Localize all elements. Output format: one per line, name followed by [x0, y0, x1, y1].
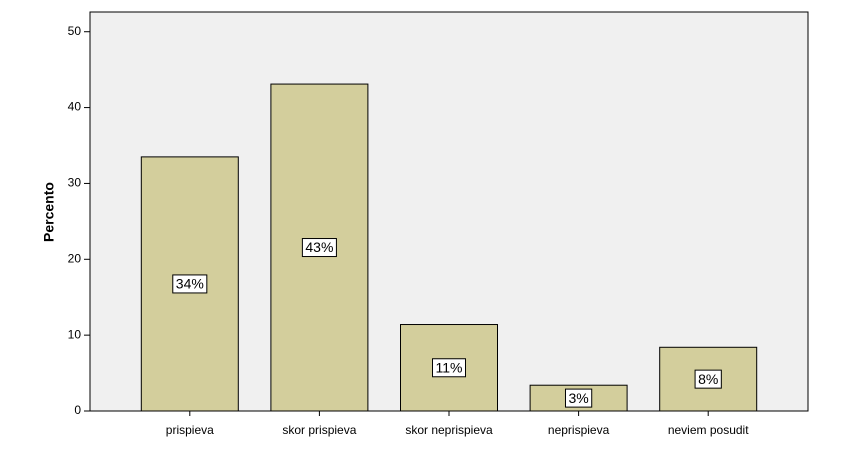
value-label: 3% — [568, 390, 588, 406]
x-tick-label: neviem posudit — [668, 423, 749, 437]
value-label: 8% — [698, 371, 718, 387]
value-label-box — [432, 358, 466, 378]
value-label-box — [694, 369, 722, 389]
y-tick-label: 50 — [68, 24, 82, 38]
y-tick-label: 20 — [68, 251, 82, 265]
value-label-box — [564, 388, 593, 408]
x-tick-label: prispieva — [166, 423, 214, 437]
x-tick-label: skor prispieva — [282, 423, 356, 437]
value-label-box — [172, 274, 208, 294]
y-tick-label: 30 — [68, 176, 82, 190]
value-label-box — [301, 238, 337, 258]
value-label: 11% — [436, 359, 463, 375]
y-axis-title: Percento — [41, 182, 57, 242]
y-tick-label: 40 — [68, 100, 82, 114]
value-label: 43% — [305, 239, 333, 255]
value-label: 34% — [176, 276, 204, 292]
y-tick-label: 10 — [68, 327, 82, 341]
x-tick-label: skor neprispieva — [405, 423, 493, 437]
y-tick-label: 0 — [74, 403, 81, 417]
x-tick-label: neprispieva — [548, 423, 610, 437]
